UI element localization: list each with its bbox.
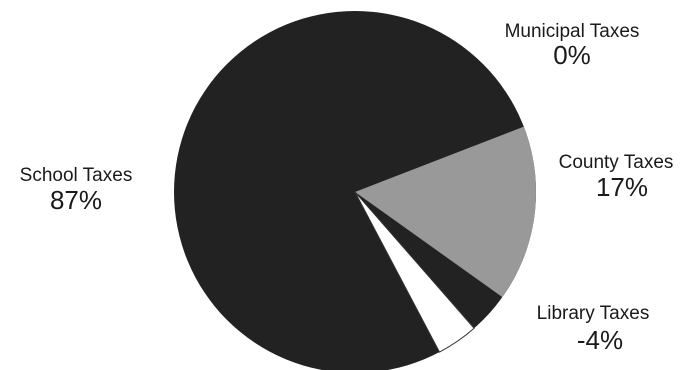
label-school-taxes-value: 87% — [50, 185, 102, 215]
label-county-taxes: County Taxes 17% — [559, 152, 674, 202]
label-municipal-taxes-name: Municipal Taxes — [505, 21, 640, 42]
slice-library-taxes — [354, 191, 475, 353]
slice-school-taxes — [174, 11, 536, 370]
label-library-taxes: Library Taxes -4% — [537, 303, 650, 355]
label-library-taxes-value: -4% — [577, 325, 623, 355]
label-municipal-taxes: Municipal Taxes 0% — [505, 21, 640, 70]
label-library-taxes-name: Library Taxes — [537, 303, 650, 324]
label-school-taxes: School Taxes 87% — [20, 165, 133, 215]
label-municipal-taxes-value: 0% — [553, 40, 591, 70]
slice-county-taxes — [355, 126, 536, 298]
label-county-taxes-name: County Taxes — [559, 152, 674, 173]
label-school-taxes-name: School Taxes — [20, 165, 133, 186]
pie-slices — [174, 11, 536, 370]
label-county-taxes-value: 17% — [596, 172, 648, 202]
